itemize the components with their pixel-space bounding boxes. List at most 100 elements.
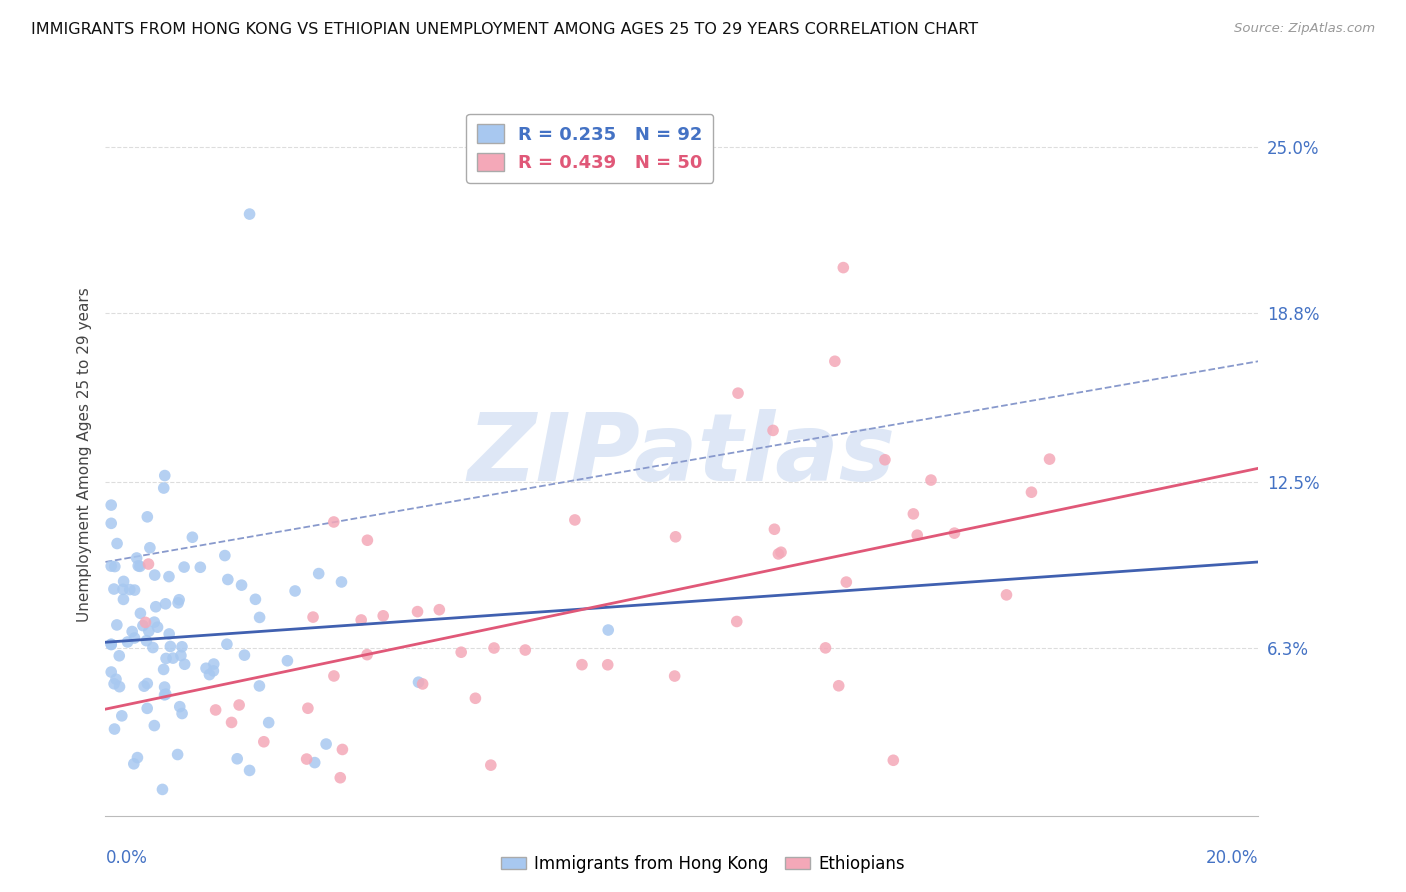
Text: Source: ZipAtlas.com: Source: ZipAtlas.com xyxy=(1234,22,1375,36)
Point xyxy=(108,648,131,663)
Point xyxy=(276,654,298,668)
Point xyxy=(100,665,122,679)
Point xyxy=(108,680,131,694)
Point xyxy=(882,753,904,767)
Point xyxy=(143,568,166,582)
Point xyxy=(157,569,180,583)
Point xyxy=(145,599,167,614)
Point xyxy=(249,610,271,624)
Text: 20.0%: 20.0% xyxy=(1206,848,1258,867)
Point xyxy=(564,513,586,527)
Point xyxy=(322,515,344,529)
Point xyxy=(725,615,748,629)
Point xyxy=(167,596,190,610)
Point xyxy=(239,207,262,221)
Point xyxy=(100,498,122,512)
Point xyxy=(138,557,160,571)
Point xyxy=(515,643,537,657)
Point xyxy=(127,558,149,573)
Point xyxy=(159,640,181,654)
Point xyxy=(172,706,194,721)
Point xyxy=(162,651,184,665)
Point xyxy=(350,613,373,627)
Point xyxy=(103,722,125,736)
Point xyxy=(202,657,225,671)
Point xyxy=(239,764,262,778)
Point xyxy=(330,574,353,589)
Point xyxy=(152,662,174,676)
Point xyxy=(763,522,786,536)
Point xyxy=(112,592,135,607)
Text: 0.0%: 0.0% xyxy=(105,848,148,867)
Point xyxy=(198,667,221,681)
Point xyxy=(228,698,250,712)
Point xyxy=(406,605,429,619)
Point xyxy=(132,618,155,632)
Point xyxy=(155,687,177,701)
Point xyxy=(146,620,169,634)
Point xyxy=(664,530,686,544)
Point xyxy=(129,607,152,621)
Point xyxy=(835,575,858,590)
Point xyxy=(136,676,159,690)
Point xyxy=(450,645,472,659)
Point xyxy=(873,452,896,467)
Legend: Immigrants from Hong Kong, Ethiopians: Immigrants from Hong Kong, Ethiopians xyxy=(494,848,912,880)
Point xyxy=(127,750,149,764)
Point xyxy=(727,386,749,401)
Point xyxy=(356,648,378,662)
Point xyxy=(143,718,166,732)
Point xyxy=(598,623,620,637)
Point xyxy=(332,742,354,756)
Point xyxy=(136,701,159,715)
Point xyxy=(124,583,146,598)
Point xyxy=(214,549,236,563)
Point xyxy=(103,677,125,691)
Point xyxy=(412,677,434,691)
Point xyxy=(295,752,318,766)
Point xyxy=(302,610,325,624)
Point xyxy=(329,771,352,785)
Point xyxy=(315,737,337,751)
Point xyxy=(118,582,141,597)
Point xyxy=(905,528,928,542)
Point xyxy=(596,657,619,672)
Point xyxy=(157,627,180,641)
Point xyxy=(124,631,146,645)
Point xyxy=(139,541,162,555)
Point xyxy=(152,481,174,495)
Point xyxy=(233,648,256,662)
Point xyxy=(221,715,243,730)
Point xyxy=(142,640,165,655)
Point xyxy=(188,560,211,574)
Point xyxy=(122,756,145,771)
Point xyxy=(134,679,156,693)
Point xyxy=(995,588,1018,602)
Point xyxy=(308,566,330,581)
Point xyxy=(408,675,430,690)
Point xyxy=(195,661,218,675)
Point xyxy=(105,672,128,686)
Point xyxy=(135,633,157,648)
Point xyxy=(284,584,307,599)
Point xyxy=(257,715,280,730)
Point xyxy=(152,782,174,797)
Point xyxy=(117,635,139,649)
Point xyxy=(121,624,143,639)
Point xyxy=(167,592,190,607)
Point xyxy=(356,533,378,548)
Point xyxy=(832,260,855,275)
Point xyxy=(249,679,271,693)
Point xyxy=(479,758,502,772)
Point xyxy=(571,657,593,672)
Point xyxy=(768,547,790,561)
Point xyxy=(464,691,486,706)
Point xyxy=(824,354,846,368)
Text: ZIPatlas: ZIPatlas xyxy=(468,409,896,501)
Point xyxy=(125,551,148,566)
Point xyxy=(762,423,785,437)
Point xyxy=(215,637,238,651)
Point xyxy=(136,509,159,524)
Point xyxy=(217,573,239,587)
Point xyxy=(170,648,193,663)
